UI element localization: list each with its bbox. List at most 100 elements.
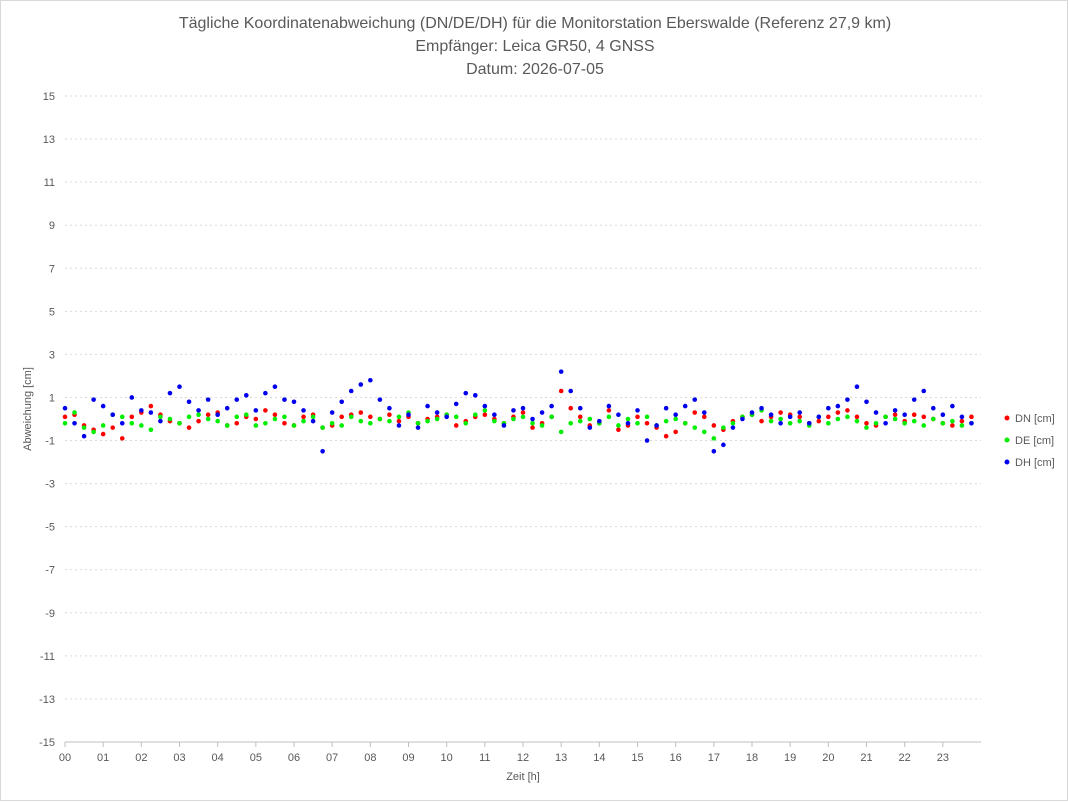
point-dn	[711, 423, 717, 428]
point-dn	[577, 414, 583, 420]
point-de	[911, 418, 917, 424]
point-dh	[453, 401, 459, 407]
point-de	[139, 423, 144, 428]
point-dh	[845, 397, 850, 402]
point-dh	[797, 410, 803, 415]
point-dh	[492, 412, 497, 417]
y-tick-label: 1	[49, 392, 55, 404]
point-dh	[511, 408, 516, 413]
point-dh	[368, 377, 373, 383]
point-dh	[415, 425, 421, 430]
legend-label-dh: DH [cm]	[1015, 457, 1055, 469]
point-dh	[177, 384, 182, 390]
point-dh	[854, 384, 860, 390]
legend-marker-dn	[1004, 415, 1010, 421]
point-de	[472, 412, 478, 417]
point-dh	[205, 397, 211, 402]
point-dh	[81, 433, 87, 439]
point-dh	[148, 410, 154, 415]
x-tick-label: 00	[59, 752, 71, 764]
legend-label-dn: DN [cm]	[1015, 413, 1055, 425]
point-dn	[482, 412, 488, 417]
point-de	[253, 423, 259, 428]
point-de	[797, 418, 803, 424]
point-de	[873, 421, 879, 426]
point-de	[224, 423, 230, 428]
point-dn	[387, 412, 392, 417]
point-de	[205, 416, 211, 422]
point-de	[673, 416, 678, 422]
point-de	[787, 421, 793, 426]
point-de	[530, 421, 535, 426]
point-de	[415, 421, 421, 426]
point-dh	[263, 390, 268, 396]
point-dh	[444, 414, 449, 420]
point-dh	[911, 397, 917, 402]
point-dh	[396, 423, 402, 428]
point-de	[606, 414, 612, 420]
point-de	[148, 427, 154, 433]
x-tick-label: 08	[364, 752, 376, 764]
point-de	[177, 421, 182, 426]
y-tick-label: 5	[49, 306, 55, 318]
point-de	[186, 414, 192, 420]
point-dh	[167, 390, 173, 396]
point-de	[301, 418, 306, 424]
point-de	[587, 416, 593, 422]
point-dh	[320, 449, 325, 454]
point-de	[950, 418, 955, 424]
y-tick-label: -7	[45, 565, 55, 577]
point-dh	[520, 405, 526, 411]
y-tick-label: 11	[44, 177, 55, 189]
point-dn	[701, 414, 707, 420]
point-dn	[635, 414, 640, 420]
point-dh	[291, 399, 297, 405]
point-de	[768, 418, 774, 424]
point-dn	[396, 418, 402, 424]
point-dh	[463, 390, 469, 396]
point-dn	[148, 403, 154, 409]
point-dn	[673, 429, 678, 435]
point-dh	[482, 403, 488, 409]
point-dn	[845, 408, 850, 413]
point-de	[930, 416, 936, 422]
point-dh	[387, 405, 392, 411]
point-de	[72, 410, 77, 415]
x-tick-label: 13	[555, 752, 567, 764]
point-dh	[301, 408, 306, 413]
point-dh	[711, 449, 717, 454]
point-dn	[368, 414, 373, 420]
point-de	[434, 416, 440, 422]
x-tick-label: 23	[937, 752, 949, 764]
point-de	[167, 416, 173, 422]
point-dh	[91, 397, 96, 402]
y-tick-label: -11	[40, 651, 55, 663]
point-dn	[797, 414, 803, 420]
x-tick-label: 18	[746, 752, 758, 764]
point-de	[272, 416, 278, 422]
point-dn	[186, 425, 192, 430]
x-tick-label: 17	[708, 752, 720, 764]
point-dn	[911, 412, 917, 417]
point-de	[339, 423, 345, 428]
point-de	[129, 421, 135, 426]
point-de	[463, 421, 469, 426]
point-dh	[272, 384, 278, 390]
point-dh	[644, 438, 650, 443]
point-de	[558, 429, 564, 435]
point-de	[425, 418, 430, 424]
chart-date: Datum: 2026-07-05	[466, 61, 604, 78]
x-tick-label: 04	[212, 752, 224, 764]
point-de	[377, 416, 383, 422]
point-dh	[778, 421, 783, 426]
point-dh	[930, 405, 936, 411]
point-dh	[673, 412, 678, 417]
point-dh	[654, 423, 659, 428]
point-dh	[625, 421, 631, 426]
point-dn	[826, 414, 831, 420]
point-dh	[139, 408, 144, 413]
point-dh	[768, 412, 774, 417]
y-tick-label: 9	[49, 220, 55, 232]
point-de	[91, 429, 96, 435]
point-de	[826, 421, 831, 426]
